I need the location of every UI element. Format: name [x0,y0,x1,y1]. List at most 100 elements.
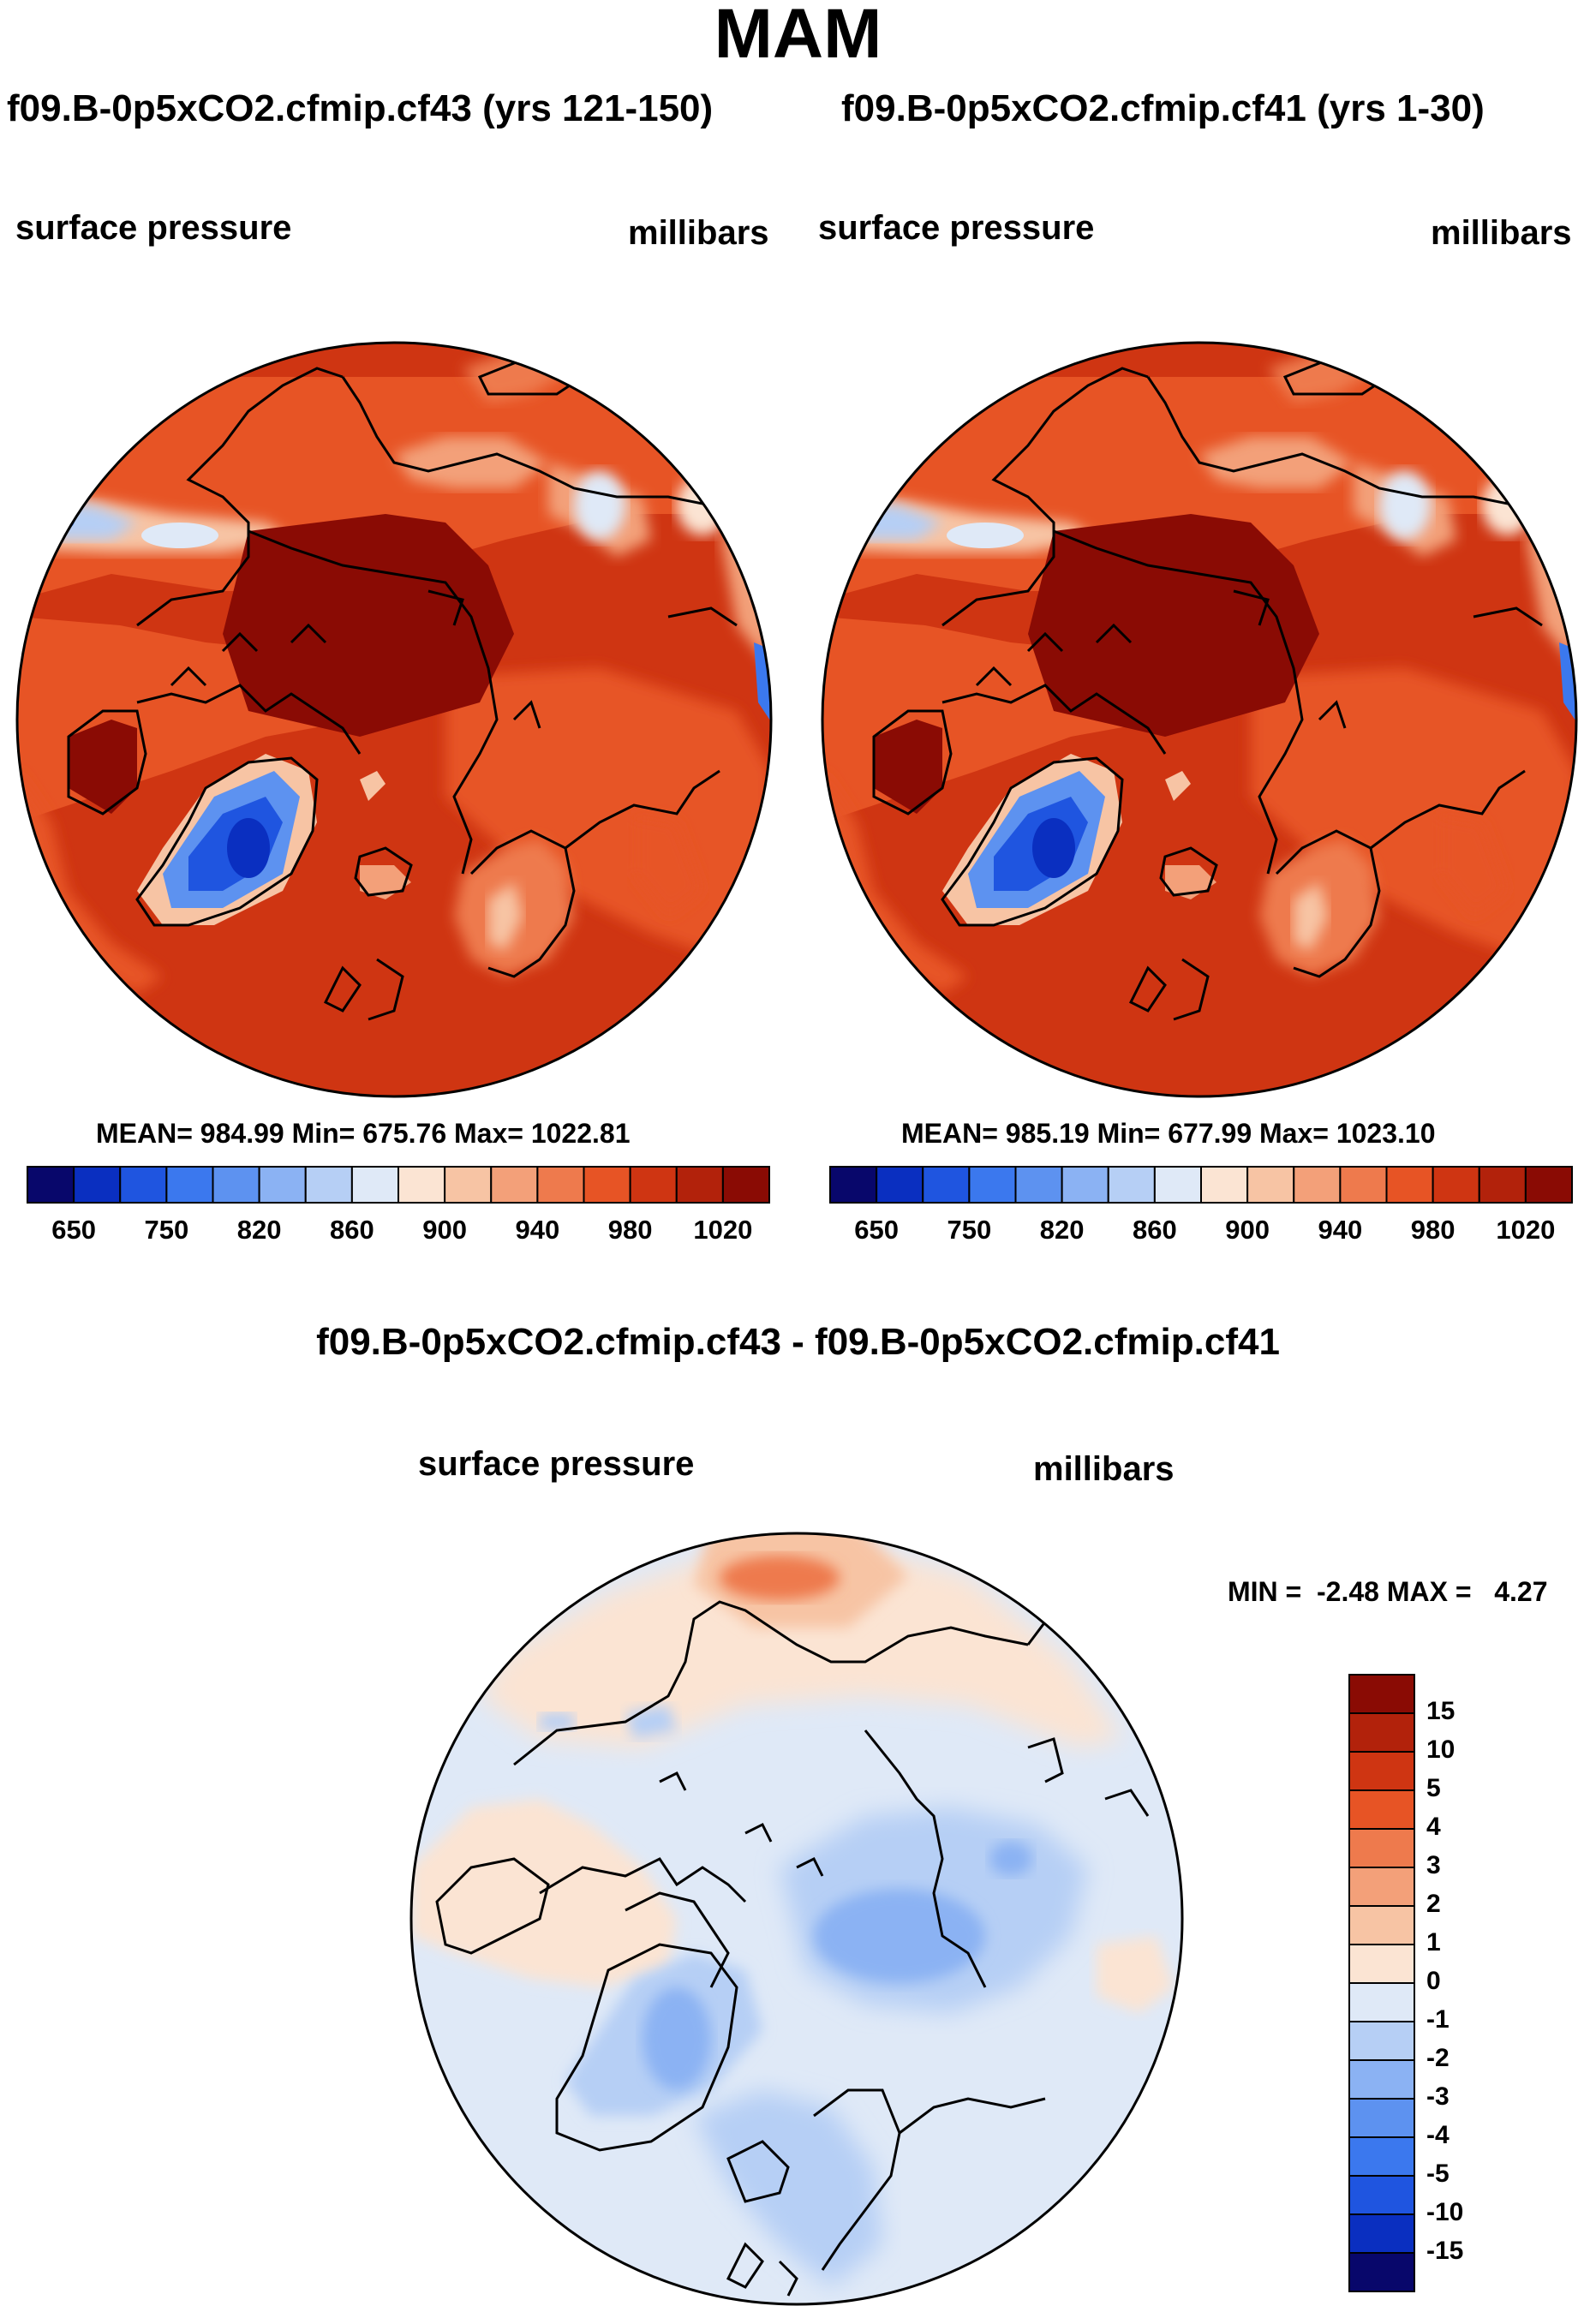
colorbar-level-label: -15 [1426,2237,1464,2265]
colorbar-swatch [1432,1166,1480,1204]
colorbar-swatch [1061,1166,1109,1204]
colorbar-swatch [165,1166,214,1204]
colorbar-tick-label: 650 [51,1215,96,1245]
colorbar-level-label: 3 [1426,1851,1441,1879]
colorbar-level-label: -2 [1426,2044,1450,2072]
colorbar-tick-label: 1020 [1496,1215,1556,1245]
colorbar-tick-label: 900 [1225,1215,1270,1245]
colorbar-level-label: 10 [1426,1735,1456,1764]
colorbar-swatch [1293,1166,1342,1204]
colorbar-swatch [1348,2059,1415,2100]
colorbar-swatch [1348,1982,1415,2022]
colorbar-swatch [304,1166,353,1204]
colorbar-swatch [1348,1789,1415,1830]
colorbar-tick-label: 1020 [693,1215,753,1245]
colorbar-tick-label: 980 [607,1215,653,1245]
colorbar-tick-label: 650 [854,1215,899,1245]
colorbar-swatch [1339,1166,1388,1204]
colorbar-tick-label: 940 [515,1215,560,1245]
colorbar-swatch [1107,1166,1156,1204]
colorbar-level-label: 15 [1426,1697,1456,1725]
colorbar-swatch [1348,2175,1415,2215]
colorbar-swatch [73,1166,122,1204]
colorbar-tick-label: 820 [236,1215,282,1245]
panel-2-variable: surface pressure [818,209,1095,247]
map-panel-2-border [821,341,1578,1098]
colorbar-swatch [1348,2136,1415,2177]
colorbar-swatch [721,1166,770,1204]
colorbar-tick-label: 750 [947,1215,992,1245]
colorbar-swatch [212,1166,260,1204]
colorbar-swatch [1385,1166,1434,1204]
difference-variable: surface pressure [418,1445,695,1483]
colorbar-swatch [829,1166,878,1204]
colorbar-swatch [1348,2213,1415,2254]
colorbar-swatch [119,1166,168,1204]
colorbar-swatch [1246,1166,1295,1204]
figure-title: MAM [714,0,882,73]
colorbar-swatch [490,1166,539,1204]
map-difference-border [409,1532,1184,2306]
colorbar-tick-label: 860 [1133,1215,1177,1245]
colorbar-level-label: -5 [1426,2160,1450,2188]
colorbar-level-label: 0 [1426,1967,1441,1995]
colorbar-swatch [1348,1828,1415,1868]
colorbar-swatch [1348,1867,1415,1907]
colorbar-swatch [27,1166,75,1204]
colorbar-swatch [583,1166,631,1204]
colorbar-swatch [1348,2098,1415,2138]
colorbar-level-label: -4 [1426,2121,1450,2149]
colorbar-swatch [1348,1674,1415,1714]
colorbar-swatch [1524,1166,1573,1204]
difference-title: f09.B-0p5xCO2.cfmip.cf43 - f09.B-0p5xCO2… [316,1321,1280,1363]
difference-stats: MIN = -2.48 MAX = 4.27 [1228,1576,1548,1607]
panel-2-stats: MEAN= 985.19 Min= 677.99 Max= 1023.10 [901,1118,1436,1149]
colorbar-swatch [629,1166,678,1204]
colorbar-panel-2 [829,1166,1573,1204]
difference-units: millibars [1033,1450,1175,1488]
colorbar-swatch [350,1166,399,1204]
colorbar-swatch [675,1166,724,1204]
colorbar-level-label: -3 [1426,2082,1450,2111]
panel-1-stats: MEAN= 984.99 Min= 675.76 Max= 1022.81 [96,1118,631,1149]
colorbar-swatch [1348,1944,1415,1984]
colorbar-tick-label: 860 [330,1215,374,1245]
colorbar-tick-label: 940 [1318,1215,1363,1245]
colorbar-level-label: 1 [1426,1928,1441,1957]
map-panel-1-border [15,341,773,1098]
colorbar-tick-label: 750 [144,1215,189,1245]
panel-1-units: millibars [628,214,769,252]
colorbar-swatch [1348,1905,1415,1945]
colorbar-swatch [922,1166,971,1204]
colorbar-swatch [1478,1166,1527,1204]
colorbar-tick-label: 980 [1410,1215,1456,1245]
colorbar-level-label: 2 [1426,1890,1441,1918]
colorbar-swatch [876,1166,924,1204]
colorbar-swatch [536,1166,585,1204]
colorbar-level-label: 4 [1426,1813,1441,1841]
colorbar-swatch [1348,1751,1415,1791]
colorbar-swatch [1348,2021,1415,2061]
panel-2-units: millibars [1431,214,1572,252]
colorbar-difference [1348,1674,1415,2292]
colorbar-level-label: -10 [1426,2198,1464,2226]
colorbar-level-label: 5 [1426,1774,1441,1802]
colorbar-swatch [398,1166,446,1204]
colorbar-panel-1 [27,1166,770,1204]
colorbar-swatch [1348,1712,1415,1753]
colorbar-tick-label: 820 [1039,1215,1085,1245]
colorbar-swatch [444,1166,493,1204]
colorbar-swatch [1200,1166,1249,1204]
colorbar-swatch [1153,1166,1202,1204]
colorbar-swatch [968,1166,1017,1204]
colorbar-level-label: -1 [1426,2005,1450,2034]
colorbar-swatch [1014,1166,1063,1204]
colorbar-swatch [1348,2252,1415,2292]
panel-1-title: f09.B-0p5xCO2.cfmip.cf43 (yrs 121-150) [7,87,714,129]
panel-1-variable: surface pressure [15,209,292,247]
panel-2-title: f09.B-0p5xCO2.cfmip.cf41 (yrs 1-30) [841,87,1485,129]
colorbar-swatch [258,1166,307,1204]
map-difference [411,1516,1182,2304]
colorbar-tick-label: 900 [422,1215,467,1245]
